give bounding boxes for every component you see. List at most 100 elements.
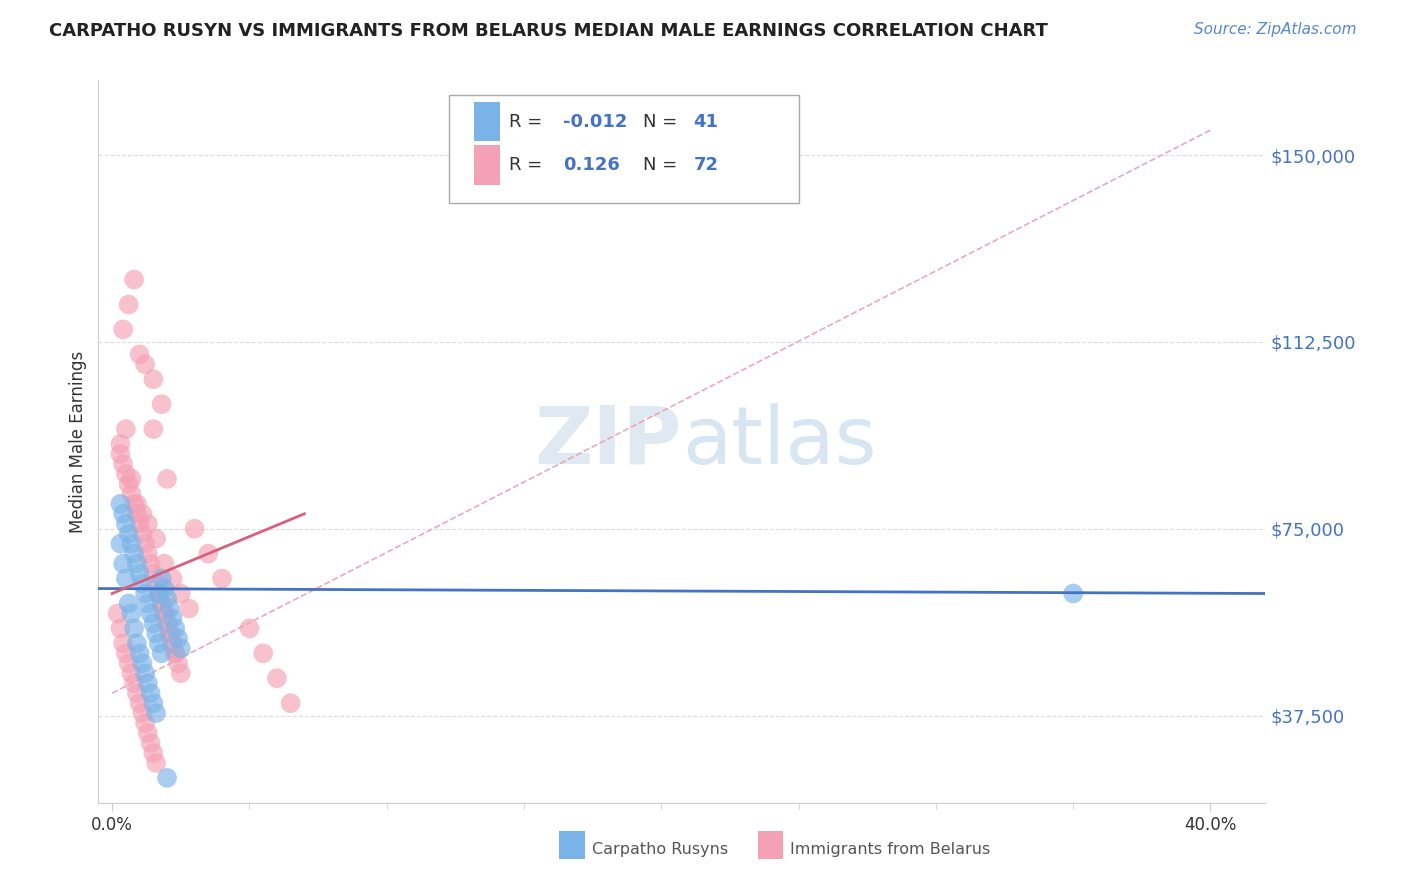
Text: 72: 72 [693, 156, 718, 174]
Point [142, 696, 165, 710]
Point [162, 572, 184, 586]
Point [139, 557, 162, 571]
Point [156, 591, 179, 606]
Text: Carpatho Rusyns: Carpatho Rusyns [592, 842, 728, 857]
Bar [474, 102, 501, 142]
Point [136, 726, 159, 740]
Point [134, 666, 156, 681]
Point [128, 347, 150, 361]
Point [122, 497, 145, 511]
Text: N =: N = [644, 112, 683, 130]
Point [156, 472, 179, 486]
Point [131, 657, 153, 671]
Point [134, 357, 156, 371]
Point [125, 686, 148, 700]
Point [142, 372, 165, 386]
Point [150, 597, 173, 611]
Point [122, 547, 145, 561]
Point [120, 487, 142, 501]
Point [165, 646, 187, 660]
Point [136, 516, 159, 531]
Point [150, 397, 173, 411]
Text: Source: ZipAtlas.com: Source: ZipAtlas.com [1194, 22, 1357, 37]
Point [148, 586, 170, 600]
Point [148, 636, 170, 650]
Point [110, 437, 132, 451]
Point [117, 597, 139, 611]
Point [162, 636, 184, 650]
Text: R =: R = [509, 112, 548, 130]
Point [110, 537, 132, 551]
Point [145, 756, 167, 770]
Point [128, 566, 150, 581]
Point [115, 646, 138, 660]
Point [139, 607, 162, 621]
Point [142, 422, 165, 436]
Point [145, 576, 167, 591]
Point [128, 646, 150, 660]
Point [136, 547, 159, 561]
Point [183, 522, 205, 536]
Bar [560, 831, 585, 859]
Point [125, 507, 148, 521]
Point [252, 646, 274, 660]
Point [170, 586, 193, 600]
Point [131, 526, 153, 541]
Point [122, 272, 145, 286]
Point [165, 646, 187, 660]
Point [112, 457, 135, 471]
Point [125, 557, 148, 571]
Point [139, 686, 162, 700]
Text: ZIP: ZIP [534, 402, 682, 481]
Point [110, 497, 132, 511]
Point [197, 547, 219, 561]
Point [139, 736, 162, 750]
Point [112, 322, 135, 336]
Point [115, 467, 138, 481]
Text: 0.126: 0.126 [562, 156, 620, 174]
Point [136, 676, 159, 690]
Point [148, 586, 170, 600]
Point [153, 607, 176, 621]
Point [125, 636, 148, 650]
Text: atlas: atlas [682, 402, 876, 481]
Point [117, 297, 139, 311]
Point [142, 616, 165, 631]
Point [159, 601, 181, 615]
Point [112, 557, 135, 571]
Point [159, 626, 181, 640]
FancyBboxPatch shape [449, 95, 799, 203]
Point [1062, 586, 1084, 600]
Point [110, 621, 132, 635]
Point [162, 636, 184, 650]
Point [134, 537, 156, 551]
Point [115, 572, 138, 586]
Point [131, 507, 153, 521]
Point [134, 716, 156, 731]
Y-axis label: Median Male Earnings: Median Male Earnings [69, 351, 87, 533]
Point [170, 641, 193, 656]
Point [170, 666, 193, 681]
Point [211, 572, 233, 586]
Bar [474, 145, 501, 185]
Point [167, 632, 190, 646]
Point [145, 626, 167, 640]
Point [266, 671, 288, 685]
Point [153, 557, 176, 571]
Text: CARPATHO RUSYN VS IMMIGRANTS FROM BELARUS MEDIAN MALE EARNINGS CORRELATION CHART: CARPATHO RUSYN VS IMMIGRANTS FROM BELARU… [49, 22, 1047, 40]
Point [117, 526, 139, 541]
Point [107, 607, 129, 621]
Point [159, 626, 181, 640]
Point [115, 422, 138, 436]
Point [115, 516, 138, 531]
Point [134, 586, 156, 600]
Point [177, 601, 200, 615]
Point [128, 696, 150, 710]
Point [150, 572, 173, 586]
Point [150, 597, 173, 611]
Point [125, 497, 148, 511]
Text: R =: R = [509, 156, 548, 174]
Point [117, 657, 139, 671]
Point [156, 771, 179, 785]
Text: Immigrants from Belarus: Immigrants from Belarus [790, 842, 991, 857]
